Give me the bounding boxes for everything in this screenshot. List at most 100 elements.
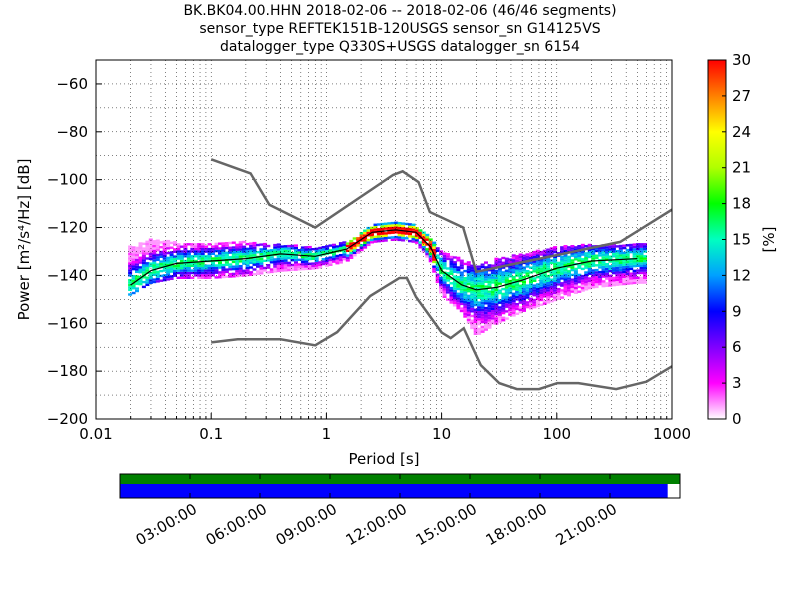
heatmap-cell — [456, 297, 461, 300]
heatmap-cell — [432, 251, 437, 254]
heatmap-cell — [314, 250, 319, 253]
heatmap-cell — [380, 234, 385, 238]
heatmap-cell — [452, 277, 457, 281]
heatmap-cell — [639, 247, 644, 251]
heatmap-cell — [532, 294, 537, 297]
heatmap-cell — [501, 311, 506, 315]
heatmap-cell — [380, 232, 385, 235]
heatmap-cell — [342, 243, 347, 247]
heatmap-cell — [221, 249, 226, 252]
heatmap-cell — [518, 294, 523, 297]
heatmap-cell — [577, 252, 582, 255]
heatmap-cell — [553, 272, 558, 275]
heatmap-cell — [155, 280, 160, 283]
heatmap-cell — [432, 248, 437, 252]
heatmap-cell — [504, 257, 509, 260]
heatmap-cell — [615, 259, 620, 262]
heatmap-cell — [487, 302, 492, 305]
heatmap-cell — [470, 314, 475, 318]
heatmap-cell — [314, 257, 319, 260]
heatmap-cell — [452, 287, 457, 290]
heatmap-cell — [231, 248, 236, 252]
heatmap-cell — [459, 276, 464, 279]
heatmap-cell — [535, 300, 540, 303]
heatmap-cell — [370, 241, 374, 244]
heatmap-cell — [456, 295, 461, 298]
heatmap-cell — [591, 264, 596, 267]
heatmap-cell — [639, 252, 644, 256]
heatmap-cell — [622, 244, 627, 247]
heatmap-cell — [290, 263, 295, 267]
heatmap-cell — [484, 302, 488, 305]
heatmap-cell — [242, 271, 247, 275]
heatmap-cell — [618, 280, 623, 284]
heatmap-cell — [511, 302, 516, 305]
heatmap-cell — [442, 288, 447, 291]
heatmap-cell — [207, 271, 212, 275]
heatmap-cell — [625, 253, 630, 257]
heatmap-cell — [615, 283, 620, 286]
heatmap-cell — [584, 283, 589, 286]
heatmap-cell — [518, 265, 523, 268]
heatmap-cell — [252, 253, 257, 257]
heatmap-cell — [238, 267, 243, 270]
heatmap-cell — [131, 263, 136, 266]
heatmap-cell — [477, 275, 482, 278]
heatmap-cell — [256, 270, 260, 273]
heatmap-cell — [376, 235, 381, 238]
heatmap-cell — [573, 277, 578, 280]
heatmap-cell — [190, 271, 195, 275]
heatmap-cell — [605, 282, 609, 285]
heatmap-cell — [242, 260, 247, 263]
heatmap-cell — [611, 250, 616, 253]
heatmap-cell — [318, 261, 323, 264]
heatmap-cell — [508, 303, 513, 307]
heatmap-cell — [307, 257, 312, 261]
heatmap-cell — [618, 278, 623, 281]
heatmap-cell — [176, 264, 181, 267]
heatmap-cell — [449, 272, 454, 275]
heatmap-cell — [601, 284, 606, 288]
heatmap-cell — [511, 287, 516, 291]
heatmap-cell — [294, 244, 298, 247]
heatmap-cell — [421, 233, 426, 237]
heatmap-cell — [546, 294, 551, 297]
heatmap-cell — [235, 255, 240, 259]
heatmap-cell — [197, 252, 202, 256]
heatmap-cell — [332, 243, 336, 247]
heatmap-cell — [608, 245, 613, 249]
heatmap-cell — [480, 318, 485, 321]
heatmap-cell — [152, 244, 157, 248]
heatmap-cell — [145, 283, 150, 286]
heatmap-cell — [629, 267, 634, 271]
heatmap-cell — [207, 257, 212, 260]
heatmap-cell — [535, 302, 540, 305]
heatmap-cell — [162, 262, 167, 265]
heatmap-cell — [297, 249, 302, 252]
heatmap-cell — [176, 243, 181, 246]
heatmap-cell — [601, 253, 606, 257]
heatmap-cell — [556, 290, 561, 293]
heatmap-cell — [605, 270, 609, 273]
heatmap-cell — [473, 294, 478, 297]
heatmap-cell — [594, 268, 599, 272]
heatmap-cell — [159, 250, 164, 254]
heatmap-cell — [173, 272, 177, 275]
heatmap-cell — [539, 296, 544, 299]
heatmap-cell — [228, 241, 233, 245]
heatmap-cell — [546, 250, 551, 254]
heatmap-cell — [522, 259, 526, 262]
heatmap-cell — [625, 268, 630, 271]
heatmap-cell — [594, 256, 599, 260]
heatmap-cell — [452, 282, 457, 285]
heatmap-cell — [335, 247, 340, 251]
heatmap-cell — [542, 266, 547, 269]
heatmap-cell — [484, 311, 488, 315]
heatmap-cell — [162, 278, 167, 282]
heatmap-cell — [511, 292, 516, 295]
heatmap-cell — [214, 269, 219, 272]
heatmap-cell — [259, 257, 264, 261]
heatmap-cell — [383, 227, 388, 230]
heatmap-cell — [480, 301, 485, 305]
heatmap-cell — [484, 299, 488, 303]
